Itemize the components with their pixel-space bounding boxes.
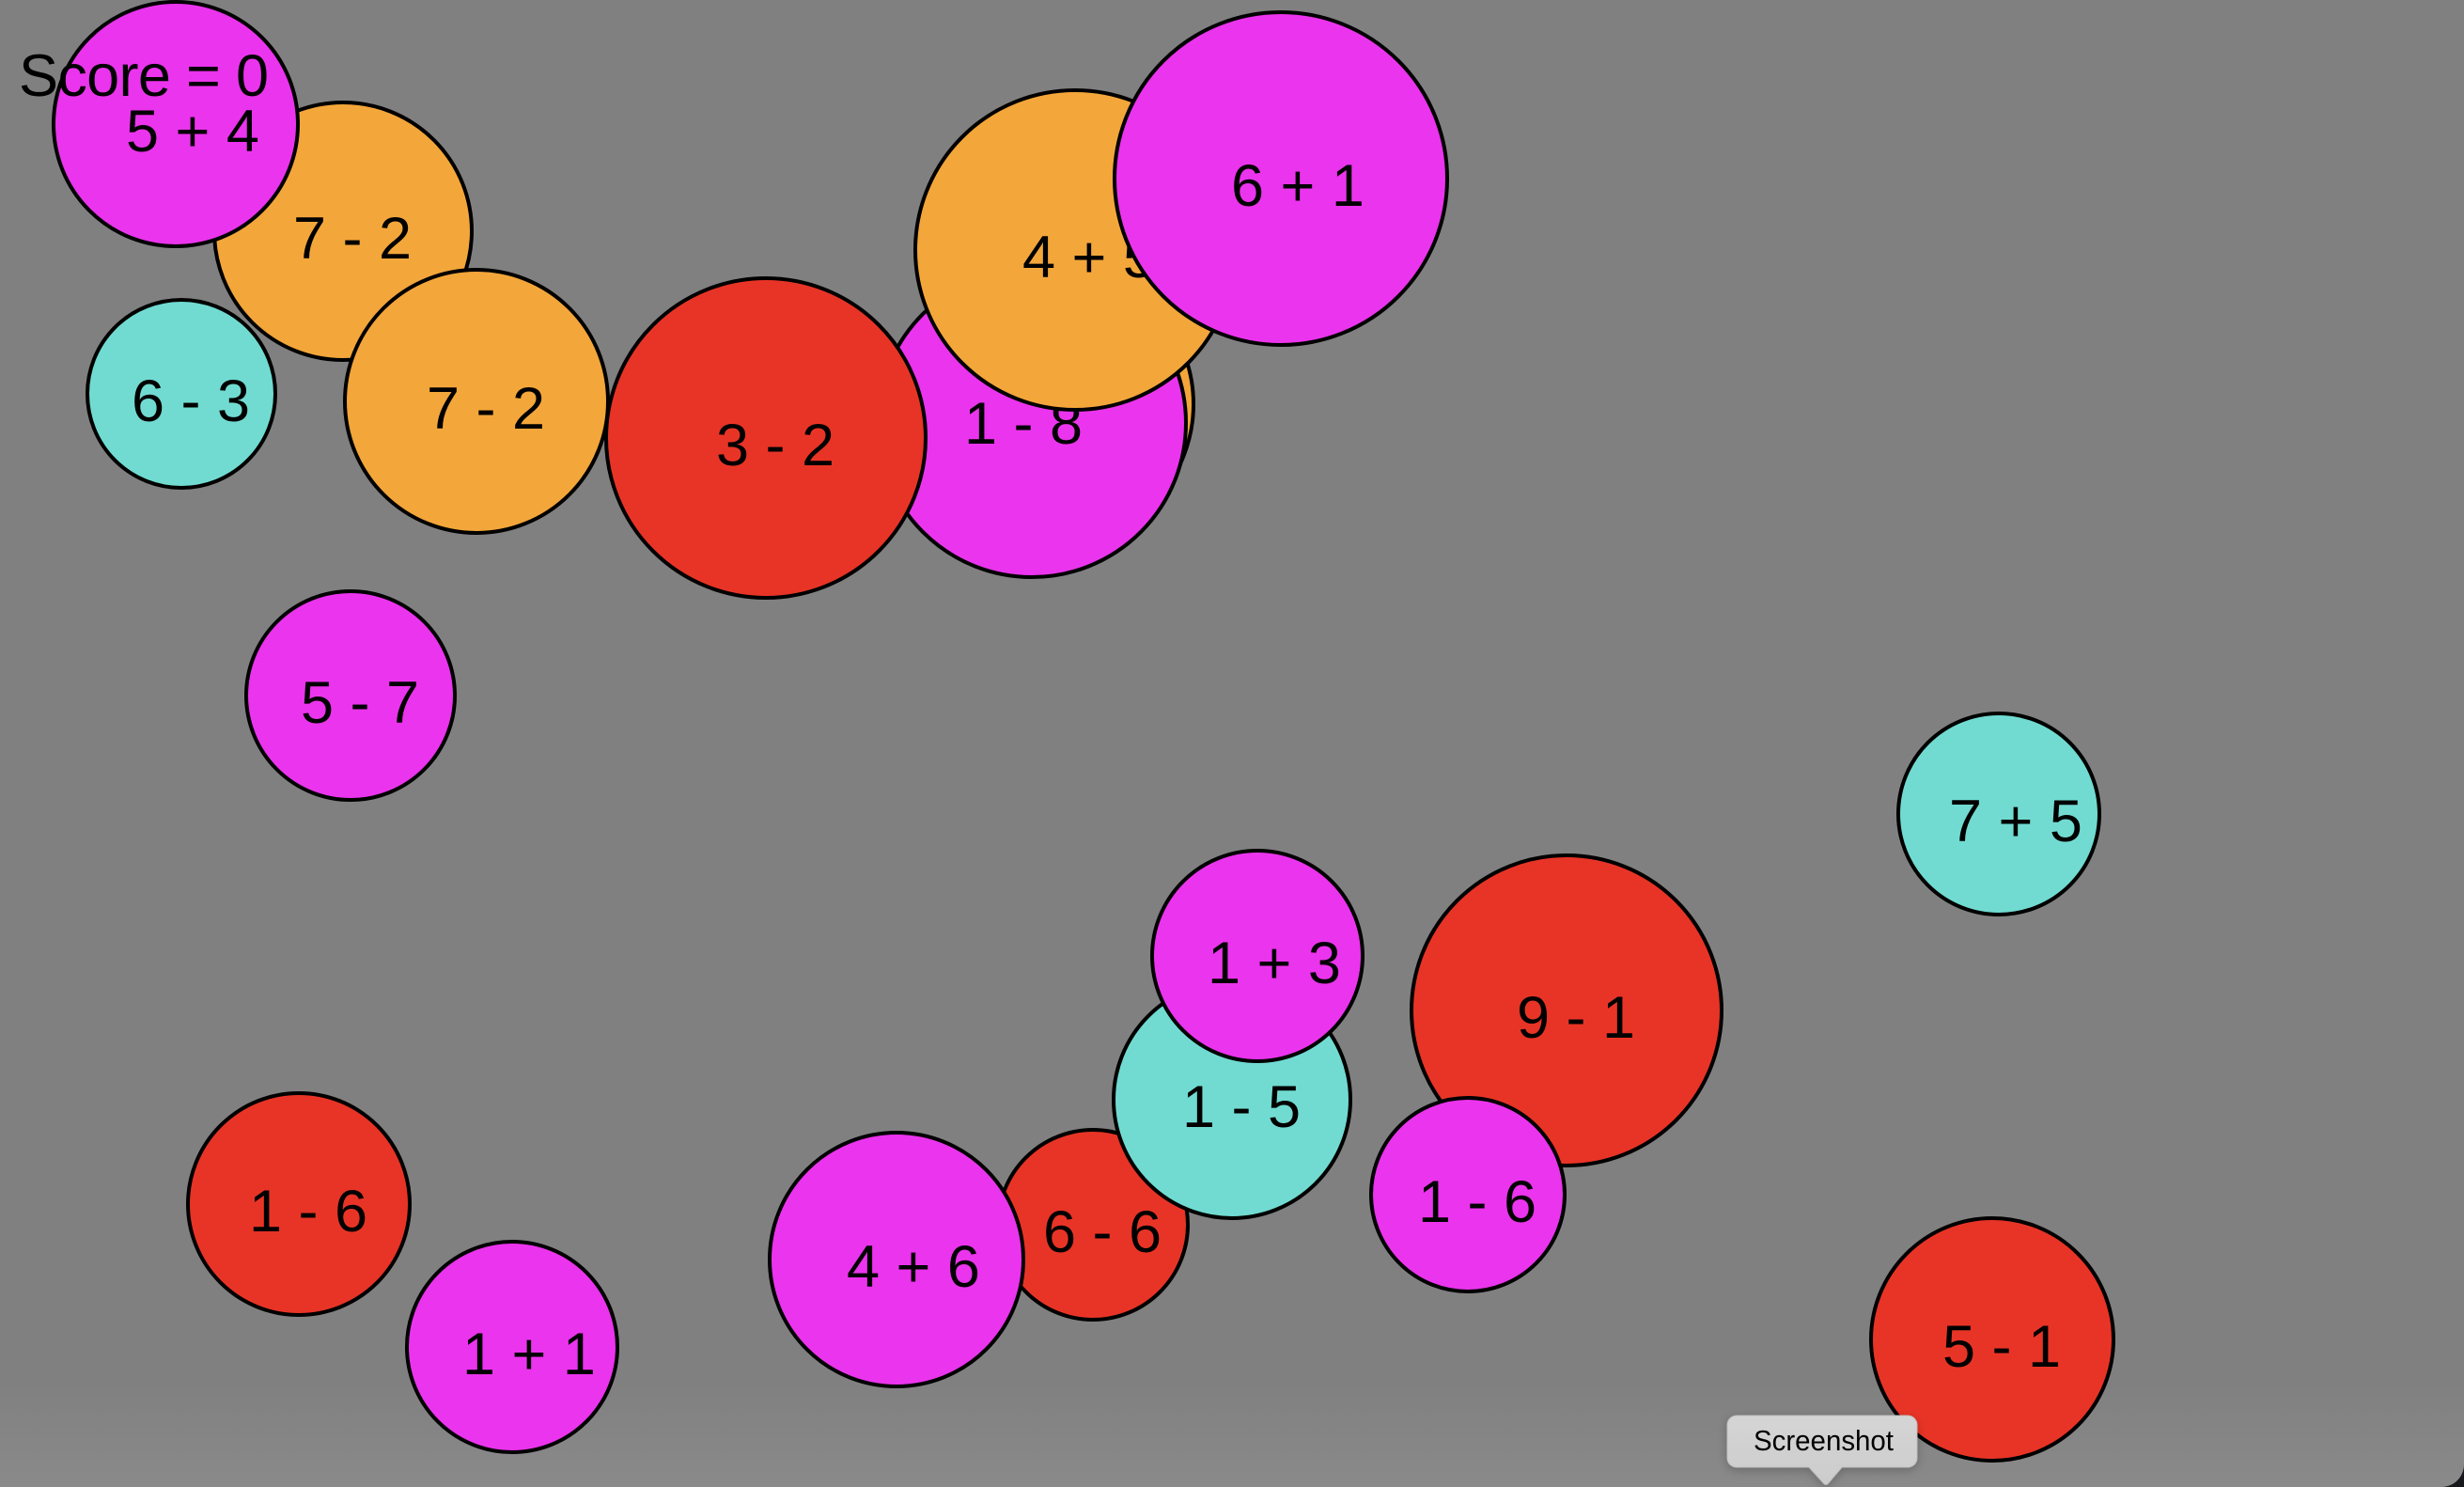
- svg-text:6 - 3: 6 - 3: [132, 368, 250, 434]
- svg-text:4 + 6: 4 + 6: [847, 1234, 980, 1300]
- svg-text:1 - 5: 1 - 5: [1182, 1074, 1301, 1140]
- svg-text:1 - 6: 1 - 6: [1418, 1169, 1536, 1235]
- svg-text:3 - 2: 3 - 2: [716, 413, 834, 478]
- svg-text:5 - 1: 5 - 1: [1942, 1314, 2061, 1380]
- svg-text:1 + 1: 1 + 1: [462, 1322, 596, 1387]
- svg-text:7 - 2: 7 - 2: [427, 376, 545, 442]
- svg-text:9 - 1: 9 - 1: [1517, 985, 1635, 1051]
- svg-text:5 + 4: 5 + 4: [126, 99, 259, 164]
- svg-text:1 - 6: 1 - 6: [249, 1179, 367, 1244]
- svg-text:5 - 7: 5 - 7: [301, 670, 419, 736]
- svg-text:Screenshot: Screenshot: [1754, 1425, 1894, 1457]
- svg-text:Score = 0: Score = 0: [19, 43, 269, 109]
- svg-text:1 + 3: 1 + 3: [1208, 931, 1341, 996]
- svg-text:7 + 5: 7 + 5: [1949, 789, 2082, 854]
- svg-text:7 - 2: 7 - 2: [293, 206, 412, 272]
- svg-text:6 + 1: 6 + 1: [1231, 153, 1365, 219]
- svg-text:6 - 6: 6 - 6: [1043, 1199, 1162, 1265]
